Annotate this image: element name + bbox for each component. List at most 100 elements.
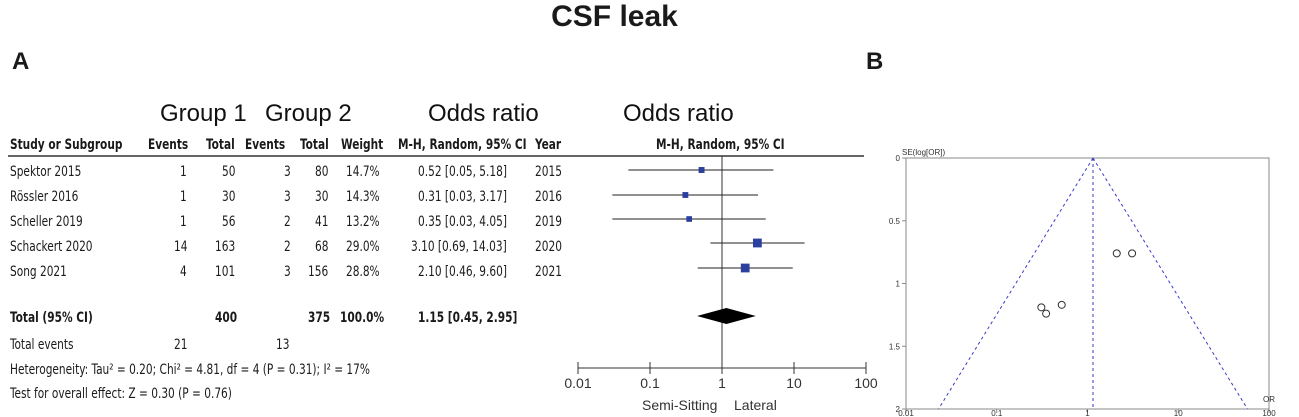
ci-value: 2.10 [0.46, 9.60] <box>418 264 507 280</box>
x-tick-label: 100 <box>854 375 878 391</box>
x-tick-label: 1 <box>718 375 726 391</box>
funnel-y-axis-label: SE(log[OR]) <box>902 148 945 157</box>
events1-value: 1 <box>180 164 187 180</box>
total2-value: 156 <box>308 264 329 280</box>
total1-sum: 400 <box>215 310 238 326</box>
group2-header: Group 2 <box>265 100 352 127</box>
study-name: Spektor 2015 <box>10 164 82 180</box>
panel-a-label: A <box>12 48 30 75</box>
year-value: 2015 <box>535 164 562 180</box>
study-marker <box>686 216 692 222</box>
total-weight: 100.0% <box>340 310 385 326</box>
x-tick-label: 0.1 <box>991 409 1003 417</box>
funnel-x-axis-label: OR <box>1263 395 1275 404</box>
events1-value: 14 <box>174 239 188 255</box>
col-plot: M-H, Random, 95% CI <box>656 137 785 153</box>
ci-value: 0.35 [0.03, 4.05] <box>418 214 507 230</box>
events2-value: 3 <box>284 189 291 205</box>
total2-value: 41 <box>315 214 329 230</box>
total2-sum: 375 <box>308 310 331 326</box>
panel-b-label: B <box>866 48 884 75</box>
funnel-frame <box>905 157 1270 410</box>
total1-value: 50 <box>222 164 236 180</box>
events2-value: 3 <box>284 164 291 180</box>
study-marker <box>740 263 750 273</box>
study-marker <box>682 192 689 198</box>
events1-value: 1 <box>180 189 187 205</box>
col-total2: Total <box>300 137 329 153</box>
year-value: 2016 <box>535 189 562 205</box>
total1-value: 101 <box>215 264 236 280</box>
x-tick-label: 10 <box>786 375 802 391</box>
year-value: 2019 <box>535 214 562 230</box>
total2-value: 30 <box>315 189 329 205</box>
col-events1: Events <box>148 137 189 153</box>
x-tick-label: 0.01 <box>898 409 914 417</box>
events2-value: 3 <box>284 264 291 280</box>
total1-value: 163 <box>215 239 236 255</box>
total1-value: 56 <box>222 214 236 230</box>
year-value: 2020 <box>535 239 562 255</box>
y-tick-label: 0 <box>896 154 901 163</box>
x-tick-label: 10 <box>1174 409 1183 417</box>
favours-right-label: Lateral <box>734 397 777 413</box>
col-ci: M-H, Random, 95% CI <box>398 137 527 153</box>
total-events-label: Total events <box>10 337 74 353</box>
ci-value: 0.31 [0.03, 3.17] <box>418 189 507 205</box>
funnel-right-limit <box>1092 157 1248 410</box>
study-point <box>1112 249 1121 258</box>
study-name: Schackert 2020 <box>10 239 93 255</box>
col-events2: Events <box>245 137 286 153</box>
total2-value: 68 <box>315 239 329 255</box>
study-name: Song 2021 <box>10 264 67 280</box>
ci-value: 3.10 [0.69, 14.03] <box>411 239 507 255</box>
study-point <box>1037 303 1046 312</box>
col-year: Year <box>535 137 562 153</box>
y-tick-label: 0.5 <box>889 217 901 226</box>
total-events2: 13 <box>276 337 290 353</box>
or-text-header: Odds ratio <box>428 100 539 127</box>
events1-value: 1 <box>180 214 187 230</box>
y-tick-label: 1 <box>896 280 901 289</box>
weight-value: 13.2% <box>346 214 380 230</box>
y-tick-label: 2 <box>896 405 901 414</box>
or-plot-header: Odds ratio <box>623 100 734 127</box>
x-tick-label: 0.1 <box>640 375 660 391</box>
col-weight: Weight <box>341 137 384 153</box>
ci-value: 0.52 [0.05, 5.18] <box>418 164 507 180</box>
weight-value: 28.8% <box>346 264 380 280</box>
study-point <box>1128 249 1137 258</box>
pooled-diamond <box>697 308 756 324</box>
overall-effect-text: Test for overall effect: Z = 0.30 (P = 0… <box>10 386 232 402</box>
weight-value: 14.3% <box>346 189 380 205</box>
study-marker <box>698 167 705 173</box>
study-name: Rössler 2016 <box>10 189 79 205</box>
x-tick-label: 0.01 <box>564 375 591 391</box>
figure-title: CSF leak <box>551 0 678 33</box>
year-value: 2021 <box>535 264 562 280</box>
weight-value: 29.0% <box>346 239 380 255</box>
total-ci: 1.15 [0.45, 2.95] <box>418 310 518 326</box>
study-marker <box>752 238 762 248</box>
heterogeneity-text: Heterogeneity: Tau² = 0.20; Chi² = 4.81,… <box>10 362 370 378</box>
study-point <box>1057 300 1066 309</box>
y-tick-label: 1.5 <box>889 342 901 351</box>
favours-left-label: Semi-Sitting <box>642 397 717 413</box>
total-events1: 21 <box>174 337 188 353</box>
study-point <box>1042 309 1051 318</box>
x-tick-label: 1 <box>1085 409 1090 417</box>
col-study: Study or Subgroup <box>10 137 123 153</box>
group1-header: Group 1 <box>160 100 247 127</box>
events1-value: 4 <box>180 264 187 280</box>
events2-value: 2 <box>284 239 291 255</box>
col-total1: Total <box>206 137 235 153</box>
total-label: Total (95% CI) <box>10 310 93 326</box>
study-name: Scheller 2019 <box>10 214 83 230</box>
total2-value: 80 <box>315 164 329 180</box>
total1-value: 30 <box>222 189 236 205</box>
weight-value: 14.7% <box>346 164 380 180</box>
events2-value: 2 <box>284 214 291 230</box>
funnel-left-limit <box>938 157 1094 410</box>
